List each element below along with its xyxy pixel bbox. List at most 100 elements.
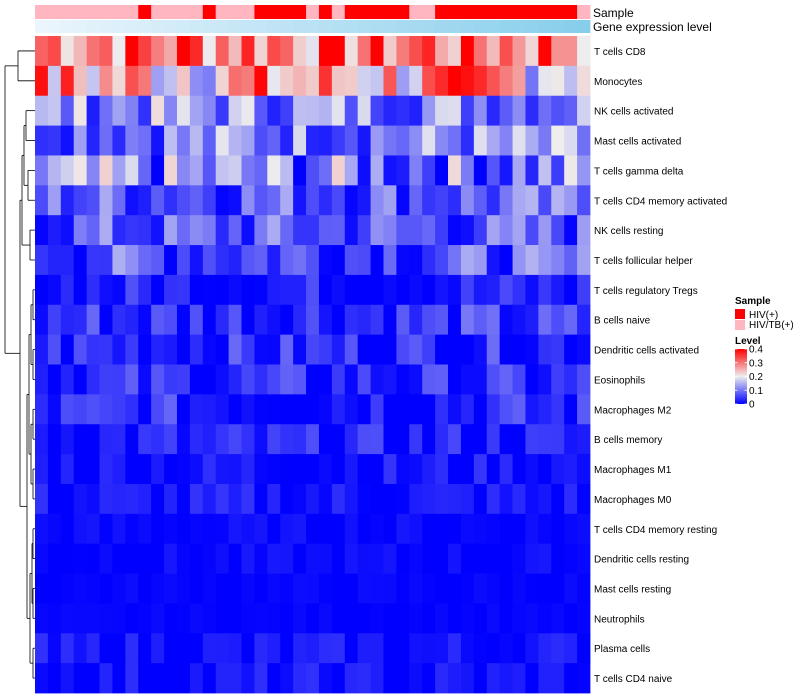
heatmap-cell bbox=[176, 185, 191, 216]
heatmap-cell bbox=[422, 185, 436, 216]
heatmap-cell bbox=[35, 573, 49, 604]
heatmap-cell bbox=[306, 633, 320, 664]
heatmap-cell bbox=[331, 274, 346, 306]
heatmap-cell bbox=[486, 245, 501, 276]
heatmap-cell bbox=[499, 543, 513, 574]
heatmap-cell bbox=[280, 603, 294, 634]
level-tick-label: 0 bbox=[749, 400, 755, 411]
heatmap-cell bbox=[306, 424, 320, 455]
heatmap-cell bbox=[99, 215, 113, 246]
heatmap-cell bbox=[473, 334, 488, 365]
heatmap-cell bbox=[99, 394, 113, 425]
expression-annotation-cell bbox=[176, 20, 191, 33]
sample-annotation-cell bbox=[422, 5, 436, 19]
heatmap-cell bbox=[448, 65, 462, 97]
expression-annotation-cell bbox=[86, 20, 100, 33]
heatmap-cell bbox=[151, 663, 165, 694]
heatmap-cell bbox=[60, 424, 75, 455]
heatmap-cell bbox=[344, 304, 359, 336]
heatmap-cell bbox=[47, 513, 62, 545]
heatmap-cell bbox=[73, 543, 88, 574]
heatmap-cell bbox=[448, 483, 462, 515]
heatmap-cell bbox=[112, 245, 126, 276]
heatmap-cell bbox=[409, 573, 423, 604]
heatmap-cell bbox=[448, 633, 462, 664]
heatmap-cell bbox=[409, 215, 423, 246]
heatmap-cell bbox=[176, 215, 191, 246]
heatmap-cell bbox=[460, 603, 475, 634]
heatmap-cell bbox=[164, 65, 178, 97]
heatmap-cell bbox=[241, 185, 255, 216]
heatmap-cell bbox=[538, 304, 552, 336]
heatmap-cell bbox=[448, 304, 462, 336]
heatmap-cell bbox=[525, 573, 539, 604]
heatmap-cell bbox=[176, 424, 191, 455]
heatmap-cell bbox=[35, 304, 49, 336]
heatmap-cell bbox=[280, 245, 294, 276]
expression-annotation-cell bbox=[293, 20, 307, 33]
heatmap-cell bbox=[577, 543, 591, 574]
heatmap-cell bbox=[151, 543, 165, 574]
sample-annotation-cell bbox=[267, 5, 281, 19]
heatmap-cell bbox=[448, 543, 462, 574]
heatmap-cell bbox=[228, 245, 242, 276]
heatmap-cell bbox=[357, 36, 371, 67]
heatmap-cell bbox=[47, 125, 62, 156]
heatmap-cell bbox=[370, 633, 384, 664]
heatmap-cell bbox=[280, 543, 294, 574]
heatmap-cell bbox=[538, 573, 552, 604]
heatmap-cell bbox=[35, 424, 49, 455]
heatmap-cell bbox=[473, 543, 488, 574]
heatmap-cell bbox=[189, 394, 204, 425]
heatmap-cell bbox=[228, 483, 242, 515]
heatmap-cell bbox=[280, 125, 294, 156]
heatmap-cell bbox=[331, 245, 346, 276]
heatmap-cell bbox=[215, 334, 230, 365]
heatmap-cell bbox=[383, 185, 397, 216]
heatmap-cell bbox=[60, 603, 75, 634]
heatmap-cell bbox=[551, 543, 565, 574]
heatmap-cell bbox=[189, 36, 204, 67]
expression-annotation-cell bbox=[473, 20, 488, 33]
heatmap-cell bbox=[370, 334, 384, 365]
heatmap-cell bbox=[138, 424, 152, 455]
heatmap-cell bbox=[577, 65, 591, 97]
heatmap-cell bbox=[164, 215, 178, 246]
heatmap-cell bbox=[409, 155, 423, 186]
heatmap-cell bbox=[60, 513, 75, 545]
heatmap-cell bbox=[73, 364, 88, 395]
heatmap-cell bbox=[164, 424, 178, 455]
heatmap-cell bbox=[254, 394, 268, 425]
heatmap-cell bbox=[293, 633, 307, 664]
heatmap-cell bbox=[215, 155, 230, 186]
heatmap-cell bbox=[331, 185, 346, 216]
heatmap-cell bbox=[435, 185, 449, 216]
heatmap-cell bbox=[228, 633, 242, 664]
legend: Sample HIV(+) HIV/TB(+) Level 0.40.30.20… bbox=[735, 296, 794, 411]
heatmap-cell bbox=[241, 155, 255, 186]
heatmap-cell bbox=[473, 304, 488, 336]
heatmap-cell bbox=[86, 245, 100, 276]
heatmap-cell bbox=[176, 155, 191, 186]
heatmap-cell bbox=[473, 215, 488, 246]
heatmap-cell bbox=[293, 274, 307, 306]
heatmap-cell bbox=[164, 274, 178, 306]
heatmap-cell bbox=[215, 454, 230, 485]
expression-annotation-cell bbox=[99, 20, 113, 33]
heatmap-cell bbox=[35, 334, 49, 365]
heatmap-cell bbox=[435, 274, 449, 306]
heatmap-cell bbox=[357, 633, 371, 664]
heatmap-cell bbox=[396, 65, 410, 97]
heatmap-cell bbox=[383, 334, 397, 365]
heatmap-cell bbox=[86, 633, 100, 664]
heatmap-cell bbox=[409, 125, 423, 156]
heatmap-cell bbox=[512, 394, 526, 425]
heatmap-cell bbox=[577, 125, 591, 156]
heatmap-cell bbox=[99, 483, 113, 515]
sample-annotation-cell bbox=[176, 5, 191, 19]
heatmap-cell bbox=[47, 454, 62, 485]
heatmap-cell bbox=[564, 36, 578, 67]
sample-annotation-cell bbox=[125, 5, 139, 19]
heatmap-cell bbox=[35, 125, 49, 156]
heatmap-cell bbox=[176, 543, 191, 574]
